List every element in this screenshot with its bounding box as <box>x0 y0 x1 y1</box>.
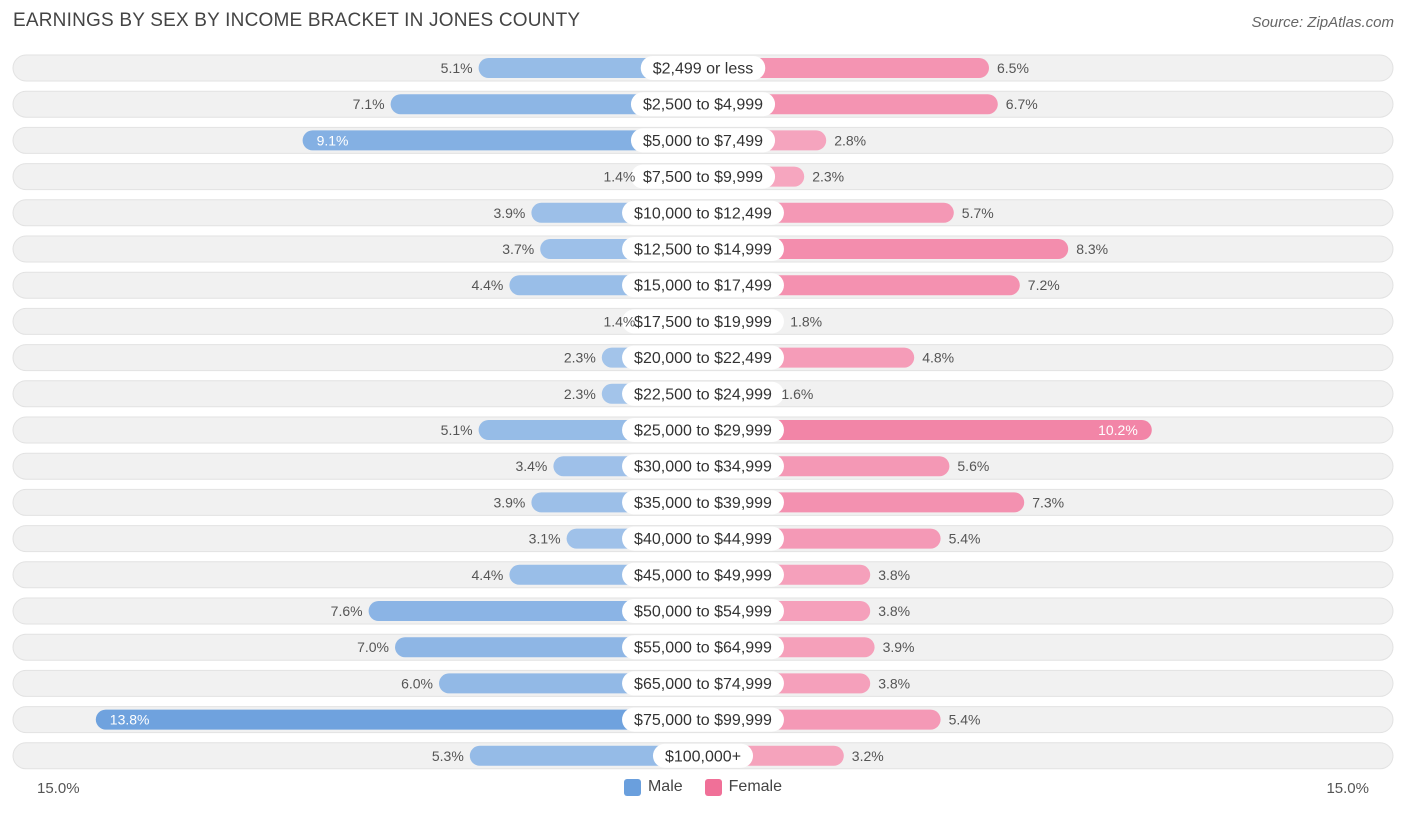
female-bar <box>693 239 1069 259</box>
female-value-label: 3.8% <box>878 675 910 691</box>
female-value-label: 5.6% <box>957 458 989 474</box>
male-value-label: 1.4% <box>603 169 635 185</box>
category-label: $50,000 to $54,999 <box>634 604 772 621</box>
legend-label-male: Male <box>647 778 683 795</box>
male-value-label: 5.3% <box>432 748 464 764</box>
male-value-label: 7.1% <box>353 96 385 112</box>
category-label: $7,500 to $9,999 <box>643 169 763 186</box>
category-label-bg <box>622 490 784 515</box>
male-value-label: 7.0% <box>357 639 389 655</box>
female-value-label: 4.8% <box>922 350 954 366</box>
category-label: $12,500 to $14,999 <box>634 242 772 259</box>
female-value-label: 2.8% <box>834 132 866 148</box>
category-label-bg <box>622 200 784 225</box>
legend: Male Female <box>0 778 1406 796</box>
category-label-bg <box>622 599 784 623</box>
female-value-label: 6.7% <box>1006 96 1038 112</box>
category-label: $65,000 to $74,999 <box>634 676 772 693</box>
male-bar <box>95 709 714 730</box>
category-label-bg <box>622 381 784 406</box>
category-label-bg <box>630 92 776 117</box>
category-label: $40,000 to $44,999 <box>634 531 772 548</box>
category-label-bg <box>622 671 784 696</box>
legend-swatch-male <box>623 778 641 796</box>
female-value-label: 6.5% <box>997 60 1029 76</box>
female-value-label: 10.2% <box>1098 422 1138 438</box>
female-bar <box>693 58 989 78</box>
female-value-label: 8.3% <box>1076 241 1108 257</box>
male-value-label: 2.3% <box>564 350 596 366</box>
category-label: $17,500 to $19,999 <box>634 314 772 331</box>
category-label-bg <box>622 562 784 587</box>
male-bar <box>302 130 713 151</box>
category-label-bg <box>652 743 754 768</box>
category-label: $35,000 to $39,999 <box>634 495 772 512</box>
male-value-label: 3.7% <box>502 241 534 257</box>
category-label: $22,500 to $24,999 <box>634 386 772 403</box>
female-value-label: 3.8% <box>878 567 910 583</box>
category-label-bg <box>622 418 784 442</box>
male-value-label: 3.9% <box>493 205 525 221</box>
category-label: $2,499 or less <box>653 61 754 78</box>
category-label-bg <box>622 237 784 261</box>
category-label: $10,000 to $12,499 <box>634 205 772 222</box>
category-label: $5,000 to $7,499 <box>643 133 763 150</box>
female-value-label: 3.8% <box>878 603 910 619</box>
male-bar <box>469 745 713 766</box>
female-value-label: 5.4% <box>949 712 981 728</box>
source-note: Source: ZipAtlas.com <box>1251 14 1394 31</box>
axis-right-label: 15.0% <box>1326 780 1369 797</box>
category-label: $100,000+ <box>665 748 741 765</box>
chart-title: EARNINGS BY SEX BY INCOME BRACKET IN JON… <box>13 10 581 31</box>
category-label-bg <box>622 526 784 551</box>
male-value-label: 6.0% <box>401 675 433 691</box>
category-label: $75,000 to $99,999 <box>634 712 772 729</box>
female-bar <box>693 420 1152 440</box>
category-label-bg <box>622 309 784 334</box>
female-value-label: 7.2% <box>1028 277 1060 293</box>
female-value-label: 1.8% <box>790 313 822 329</box>
male-value-label: 3.4% <box>515 458 547 474</box>
category-label-bg <box>622 454 784 479</box>
female-value-label: 5.4% <box>949 531 981 547</box>
category-label: $20,000 to $22,499 <box>634 350 772 367</box>
category-label-bg <box>622 635 784 660</box>
axis-left-label: 15.0% <box>37 780 80 797</box>
male-value-label: 5.1% <box>441 60 473 76</box>
category-label-bg <box>622 345 784 370</box>
male-value-label: 7.6% <box>331 603 363 619</box>
female-value-label: 5.7% <box>962 205 994 221</box>
male-value-label: 13.8% <box>110 712 150 728</box>
category-label: $25,000 to $29,999 <box>634 423 772 440</box>
category-label-bg <box>622 707 784 732</box>
category-label: $30,000 to $34,999 <box>634 459 772 476</box>
category-label-bg <box>630 128 776 153</box>
category-label-bg <box>630 164 776 189</box>
female-value-label: 2.3% <box>812 169 844 185</box>
female-value-label: 3.9% <box>883 639 915 655</box>
legend-item-female[interactable]: Female <box>704 778 783 796</box>
male-value-label: 1.4% <box>603 313 635 329</box>
male-value-label: 9.1% <box>317 132 349 148</box>
category-label: $45,000 to $49,999 <box>634 567 772 584</box>
legend-swatch-female <box>704 778 722 796</box>
category-label-bg <box>640 56 766 80</box>
legend-label-female: Female <box>728 778 783 795</box>
male-value-label: 4.4% <box>471 277 503 293</box>
male-value-label: 3.9% <box>493 494 525 510</box>
male-value-label: 2.3% <box>564 386 596 402</box>
male-value-label: 5.1% <box>441 422 473 438</box>
category-label: $2,500 to $4,999 <box>643 97 763 114</box>
category-label-bg <box>622 273 784 298</box>
category-label: $15,000 to $17,499 <box>634 278 772 295</box>
female-value-label: 1.6% <box>781 386 813 402</box>
male-value-label: 4.4% <box>471 567 503 583</box>
male-value-label: 3.1% <box>529 531 561 547</box>
bar-chart: $2,499 or less 5.1% 6.5% $2,500 to $4,999 7.… <box>12 54 1394 770</box>
female-value-label: 3.2% <box>852 748 884 764</box>
female-value-label: 7.3% <box>1032 494 1064 510</box>
category-label: $55,000 to $64,999 <box>634 640 772 657</box>
legend-item-male[interactable]: Male <box>623 778 683 796</box>
